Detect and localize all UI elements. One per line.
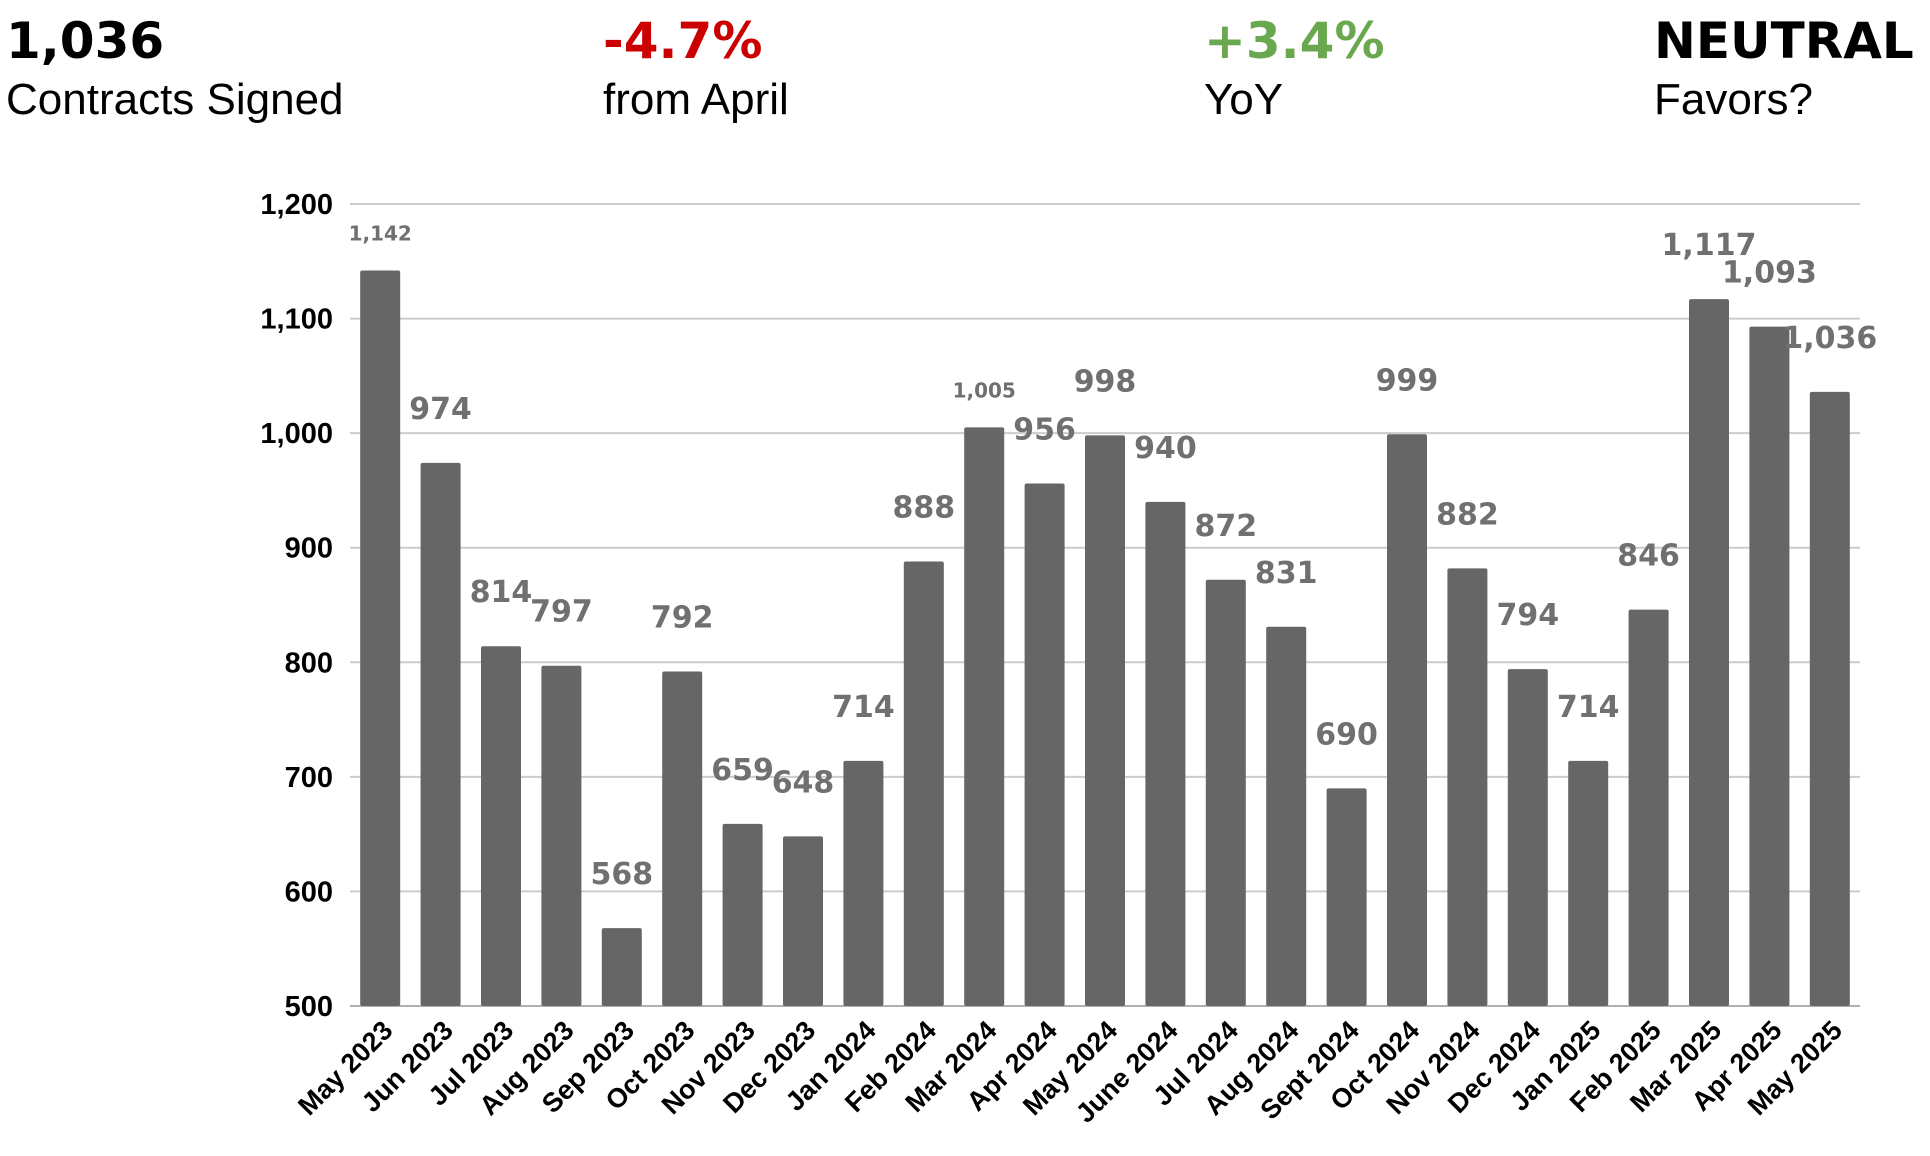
kpi-label: Favors? — [1654, 75, 1813, 124]
kpi-contracts-signed: 1,036 Contracts Signed — [6, 10, 344, 128]
y-tick-label: 1,100 — [260, 304, 333, 336]
bar — [1024, 483, 1065, 1006]
bar — [1447, 568, 1488, 1006]
bar — [420, 462, 461, 1007]
data-label: 888 — [892, 490, 955, 525]
data-label: 882 — [1436, 497, 1499, 532]
kpi-label: YoY — [1204, 75, 1284, 124]
bar — [1145, 501, 1186, 1006]
bar — [1507, 669, 1548, 1006]
bar — [783, 836, 823, 1006]
kpi-value: NEUTRAL — [1654, 12, 1914, 70]
data-label: 797 — [530, 595, 593, 630]
data-label: 792 — [651, 600, 714, 635]
data-label: 714 — [832, 690, 895, 725]
data-label: 794 — [1496, 598, 1559, 633]
bar — [662, 671, 703, 1006]
data-label: 974 — [409, 392, 472, 427]
bar — [1809, 391, 1850, 1006]
data-label: 714 — [1557, 690, 1620, 725]
kpi-value: -4.7% — [603, 12, 763, 70]
data-label: 1,117 — [1662, 228, 1757, 263]
data-label: 1,093 — [1722, 256, 1817, 291]
bar — [843, 760, 884, 1006]
data-label: 568 — [590, 857, 653, 892]
bar — [1628, 609, 1669, 1006]
y-tick-label: 700 — [285, 762, 333, 794]
bar — [601, 928, 642, 1006]
data-label: 872 — [1194, 509, 1257, 544]
bar — [360, 270, 401, 1006]
data-label: 1,142 — [349, 221, 412, 245]
bar — [1387, 434, 1427, 1006]
bar — [1568, 760, 1609, 1006]
data-label: 940 — [1134, 431, 1197, 466]
bar — [903, 561, 944, 1006]
bar — [1205, 579, 1246, 1006]
y-tick-label: 500 — [285, 991, 333, 1023]
data-label: 690 — [1315, 717, 1378, 752]
data-label: 999 — [1376, 363, 1439, 398]
bar — [1749, 326, 1790, 1006]
kpi-label: Contracts Signed — [6, 75, 344, 124]
data-label: 1,036 — [1782, 321, 1877, 356]
data-label: 1,005 — [953, 378, 1016, 402]
kpi-value: 1,036 — [6, 12, 165, 70]
data-label: 998 — [1074, 364, 1137, 399]
data-label: 648 — [772, 765, 835, 800]
bar — [722, 823, 763, 1006]
kpi-label: from April — [603, 75, 789, 124]
kpi-value: +3.4% — [1204, 12, 1385, 70]
kpi-market-favors: NEUTRAL Favors? — [1654, 10, 1914, 128]
y-tick-label: 800 — [285, 647, 333, 679]
bars — [360, 270, 1850, 1007]
y-tick-label: 900 — [285, 533, 333, 565]
bar — [1085, 435, 1125, 1006]
bar — [481, 646, 521, 1006]
data-label: 831 — [1255, 556, 1318, 591]
data-label: 956 — [1013, 413, 1076, 448]
y-tick-label: 1,200 — [260, 189, 333, 221]
kpi-month-change: -4.7% from April — [603, 10, 789, 128]
data-label: 846 — [1617, 539, 1680, 574]
data-label: 814 — [470, 575, 533, 610]
y-axis-tick-labels: 500 600 700 800 900 1,000 1,100 1,200 — [260, 189, 333, 1023]
y-tick-label: 600 — [285, 876, 333, 908]
bar — [1326, 788, 1367, 1006]
bar — [1266, 626, 1307, 1006]
bar — [964, 427, 1005, 1006]
bar — [1689, 299, 1729, 1006]
kpi-yoy-change: +3.4% YoY — [1204, 10, 1385, 128]
data-label: 659 — [711, 753, 774, 788]
y-tick-label: 1,000 — [260, 418, 333, 450]
bar — [541, 665, 582, 1006]
